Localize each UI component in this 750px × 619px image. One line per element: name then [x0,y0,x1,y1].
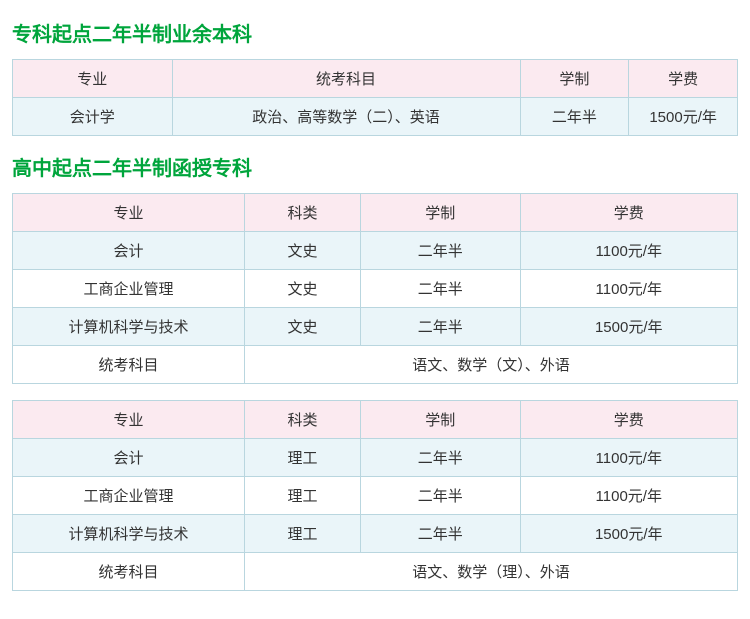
cell-major: 计算机科学与技术 [13,515,245,553]
cell-major: 工商企业管理 [13,477,245,515]
col-header: 学制 [361,194,521,232]
section1-table: 专业 统考科目 学制 学费 会计学 政治、高等数学（二）、英语 二年半 1500… [12,59,738,136]
cell-duration: 二年半 [361,477,521,515]
col-header: 学费 [520,194,738,232]
section2-title: 高中起点二年半制函授专科 [12,152,738,181]
cell-duration: 二年半 [361,232,521,270]
table-row: 会计 文史 二年半 1100元/年 [13,232,738,270]
table-row: 计算机科学与技术 文史 二年半 1500元/年 [13,308,738,346]
section2-table-b: 专业 科类 学制 学费 会计 理工 二年半 1100元/年 工商企业管理 理工 … [12,400,738,591]
cell-duration: 二年半 [361,308,521,346]
cell-fee: 1500元/年 [629,98,738,136]
cell-duration: 二年半 [520,98,629,136]
col-header: 科类 [245,401,361,439]
footer-label: 统考科目 [13,346,245,384]
cell-subjects: 政治、高等数学（二）、英语 [172,98,520,136]
footer-value: 语文、数学（理）、外语 [245,553,738,591]
table-header-row: 专业 科类 学制 学费 [13,401,738,439]
cell-major: 工商企业管理 [13,270,245,308]
cell-duration: 二年半 [361,515,521,553]
col-header: 学制 [361,401,521,439]
col-header: 专业 [13,194,245,232]
cell-duration: 二年半 [361,270,521,308]
table-row: 工商企业管理 理工 二年半 1100元/年 [13,477,738,515]
cell-category: 理工 [245,439,361,477]
cell-fee: 1100元/年 [520,477,738,515]
col-header: 专业 [13,60,173,98]
section2-table-a: 专业 科类 学制 学费 会计 文史 二年半 1100元/年 工商企业管理 文史 … [12,193,738,384]
cell-fee: 1100元/年 [520,439,738,477]
cell-fee: 1100元/年 [520,270,738,308]
col-header: 学费 [520,401,738,439]
cell-category: 理工 [245,515,361,553]
col-header: 科类 [245,194,361,232]
cell-category: 文史 [245,270,361,308]
col-header: 学费 [629,60,738,98]
cell-major: 会计 [13,232,245,270]
cell-category: 理工 [245,477,361,515]
cell-fee: 1500元/年 [520,515,738,553]
table-row: 工商企业管理 文史 二年半 1100元/年 [13,270,738,308]
section1-title: 专科起点二年半制业余本科 [12,18,738,47]
col-header: 统考科目 [172,60,520,98]
table-footer-row: 统考科目 语文、数学（理）、外语 [13,553,738,591]
cell-major: 会计 [13,439,245,477]
cell-fee: 1500元/年 [520,308,738,346]
table-row: 计算机科学与技术 理工 二年半 1500元/年 [13,515,738,553]
table-header-row: 专业 科类 学制 学费 [13,194,738,232]
cell-duration: 二年半 [361,439,521,477]
table-row: 会计学 政治、高等数学（二）、英语 二年半 1500元/年 [13,98,738,136]
col-header: 学制 [520,60,629,98]
cell-major: 会计学 [13,98,173,136]
cell-category: 文史 [245,308,361,346]
col-header: 专业 [13,401,245,439]
table-row: 会计 理工 二年半 1100元/年 [13,439,738,477]
cell-category: 文史 [245,232,361,270]
footer-value: 语文、数学（文）、外语 [245,346,738,384]
footer-label: 统考科目 [13,553,245,591]
cell-major: 计算机科学与技术 [13,308,245,346]
table-footer-row: 统考科目 语文、数学（文）、外语 [13,346,738,384]
table-header-row: 专业 统考科目 学制 学费 [13,60,738,98]
cell-fee: 1100元/年 [520,232,738,270]
